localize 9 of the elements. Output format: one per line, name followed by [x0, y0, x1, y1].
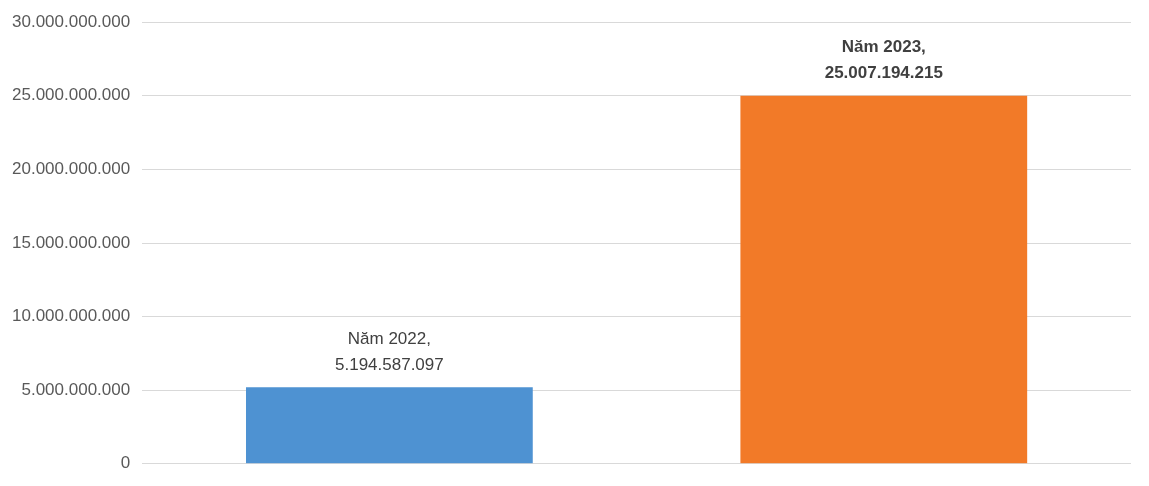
- y-tick-label: 5.000.000.000: [21, 379, 131, 399]
- y-tick-label: 20.000.000.000: [12, 159, 131, 179]
- y-tick-label: 0: [120, 453, 131, 473]
- data-label: Năm 2022, 5.194.587.097: [335, 328, 444, 374]
- data-label: Năm 2023, 25.007.194.215: [824, 36, 943, 82]
- y-tick-label: 15.000.000.000: [12, 232, 131, 252]
- y-tick-label: 25.000.000.000: [12, 85, 131, 105]
- y-tick-label: 10.000.000.000: [12, 306, 131, 326]
- y-tick-label: 30.000.000.000: [12, 11, 131, 31]
